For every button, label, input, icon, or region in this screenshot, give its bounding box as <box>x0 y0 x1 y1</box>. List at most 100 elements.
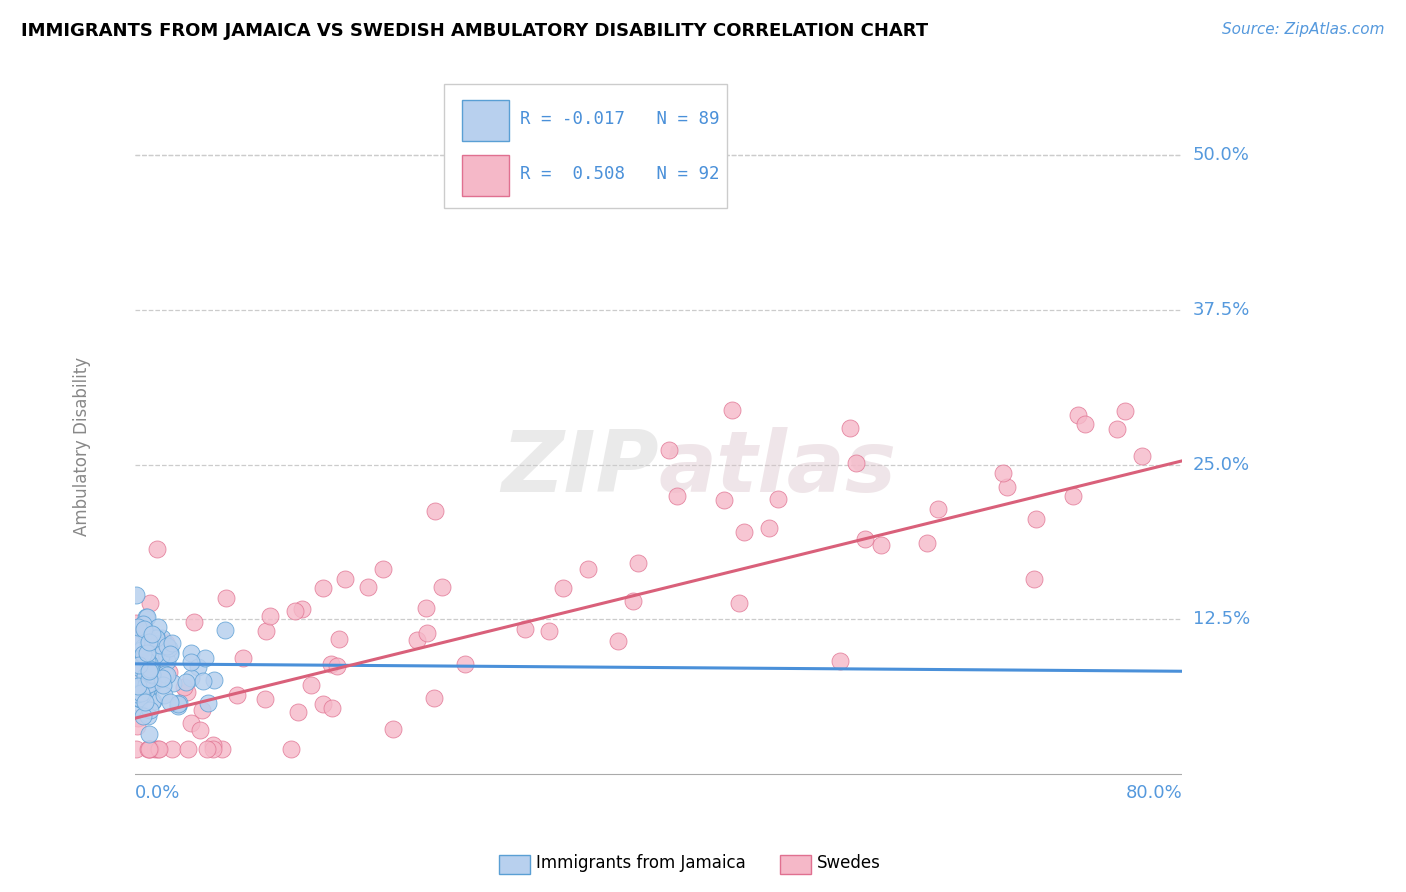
Point <box>551 581 574 595</box>
Point <box>666 489 689 503</box>
Point <box>254 692 277 706</box>
Point <box>152 678 174 692</box>
Point <box>167 696 190 710</box>
Point <box>326 658 349 673</box>
Point <box>136 672 159 686</box>
Point <box>188 723 211 737</box>
Point <box>136 742 159 756</box>
Point <box>149 648 172 663</box>
Point <box>138 742 160 756</box>
Point <box>125 699 148 714</box>
Point <box>132 647 155 661</box>
Point <box>627 556 650 570</box>
Point <box>145 631 167 645</box>
Point <box>430 580 453 594</box>
Point <box>153 645 176 659</box>
Point <box>125 616 148 631</box>
Point <box>136 654 159 668</box>
Point <box>166 698 188 713</box>
Point <box>136 708 159 723</box>
Point <box>135 609 157 624</box>
Point <box>287 705 309 719</box>
Point <box>176 685 198 699</box>
Point <box>125 633 148 648</box>
Point <box>138 727 160 741</box>
Point <box>128 690 150 705</box>
Point <box>405 633 427 648</box>
Point <box>191 703 214 717</box>
Point <box>202 673 225 687</box>
Point <box>621 594 644 608</box>
Point <box>149 638 172 652</box>
Point <box>125 588 148 602</box>
Text: 80.0%: 80.0% <box>1125 784 1182 802</box>
Point <box>125 649 148 664</box>
Point <box>135 678 157 692</box>
Point <box>141 667 163 681</box>
Point <box>125 719 148 733</box>
Point <box>148 742 170 756</box>
Point <box>284 604 307 618</box>
Point <box>156 654 179 668</box>
Point <box>173 680 195 694</box>
Point <box>915 536 938 550</box>
Point <box>139 703 162 717</box>
Point <box>134 669 156 683</box>
Point <box>194 651 217 665</box>
Point <box>728 597 751 611</box>
Point <box>291 602 314 616</box>
Point <box>159 645 181 659</box>
Point <box>758 521 780 535</box>
Point <box>733 525 755 540</box>
Text: R =  0.508   N = 92: R = 0.508 N = 92 <box>520 165 720 183</box>
Point <box>371 562 394 576</box>
Point <box>136 609 159 624</box>
Point <box>138 656 160 670</box>
Point <box>129 643 152 657</box>
Point <box>159 695 181 709</box>
Point <box>576 562 599 576</box>
Text: IMMIGRANTS FROM JAMAICA VS SWEDISH AMBULATORY DISABILITY CORRELATION CHART: IMMIGRANTS FROM JAMAICA VS SWEDISH AMBUL… <box>21 22 928 40</box>
Point <box>335 572 357 586</box>
Point <box>134 695 156 709</box>
Point <box>180 646 202 660</box>
Point <box>415 600 437 615</box>
Text: Immigrants from Jamaica: Immigrants from Jamaica <box>536 855 745 872</box>
FancyBboxPatch shape <box>461 155 509 196</box>
Point <box>143 662 166 676</box>
Point <box>139 657 162 671</box>
Point <box>357 580 380 594</box>
Point <box>321 700 343 714</box>
Point <box>132 622 155 636</box>
Point <box>160 742 183 756</box>
Point <box>839 421 862 435</box>
Point <box>134 624 156 639</box>
Text: 37.5%: 37.5% <box>1192 301 1250 318</box>
Point <box>128 652 150 666</box>
Point <box>828 654 851 668</box>
Point <box>141 626 163 640</box>
Point <box>150 632 173 646</box>
Point <box>187 660 209 674</box>
Point <box>312 581 335 595</box>
Point <box>1105 422 1128 436</box>
Point <box>845 456 868 470</box>
Point <box>146 541 169 556</box>
Text: 50.0%: 50.0% <box>1192 146 1250 164</box>
Point <box>180 671 202 685</box>
Point <box>183 615 205 630</box>
Point <box>160 636 183 650</box>
Point <box>142 665 165 679</box>
Point <box>146 742 169 756</box>
Point <box>515 622 537 636</box>
Point <box>1022 572 1045 586</box>
Point <box>132 648 155 663</box>
Point <box>167 697 190 711</box>
Point <box>125 627 148 641</box>
Point <box>142 675 165 690</box>
Point <box>195 742 218 756</box>
Point <box>159 647 181 661</box>
Point <box>132 617 155 632</box>
Point <box>157 665 180 680</box>
Point <box>215 591 238 605</box>
